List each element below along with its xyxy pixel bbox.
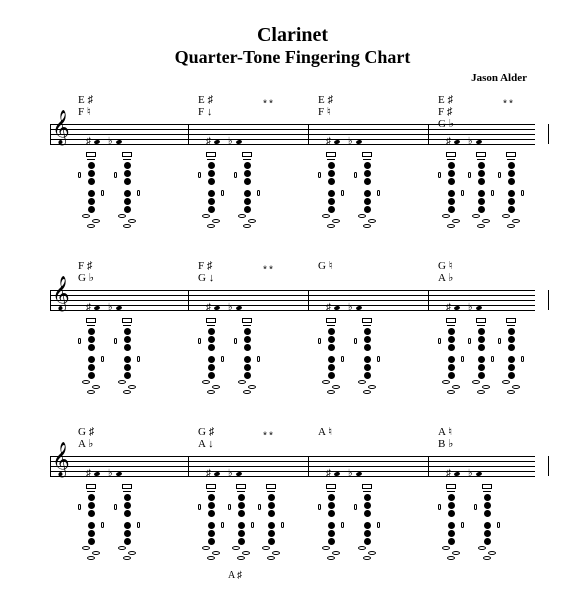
accidental: ♭ [228,468,233,479]
note-label: F ♯G ♭ [78,260,94,284]
accidental: ♯ [86,302,91,313]
note-labels: G ♯A ♭ G ♯A ↓ ** A ♮ A ♮B ♭ [50,426,535,450]
fingering-column [238,152,256,229]
accidental: ♭ [228,136,233,147]
fingerings: A ♯ [50,484,535,574]
fingerings [50,152,535,242]
accidental: ♯ [326,468,331,479]
fingering-column [478,484,496,561]
fingering-column [202,152,220,229]
accidental: ♯ [206,302,211,313]
note-label: G ♮A ♭ [438,260,453,284]
fingering-column [442,152,460,229]
alternate-marker: ** [262,432,274,443]
alternate-marker: ** [502,100,514,111]
fingering-column [232,484,250,561]
fingering-column [202,318,220,395]
note-label: F ♯G ↓ [198,260,214,284]
accidental: ♭ [348,468,353,479]
fingering-column [472,152,490,229]
fingering-column [472,318,490,395]
alternate-marker: ** [262,100,274,111]
accidental: ♭ [348,136,353,147]
accidental: ♭ [468,302,473,313]
chart-row: E ♯F ♮E ♯F ↓**E ♯F ♮E ♯F ♯G ♭**𝄞♯♭♯♭♯♭♯♭ [50,94,535,242]
note-label: E ♯F ♮ [318,94,333,118]
title-line2: Quarter-Tone Fingering Chart [50,47,535,68]
accidental: ♭ [108,468,113,479]
fingering-column [238,318,256,395]
accidental: ♯ [446,468,451,479]
staff: 𝄞 ♯ ♭ ♯ ♭ ♯ ♭ ♯ ♭ [50,120,535,148]
accidental: ♯ [206,136,211,147]
fingering-column [118,318,136,395]
chart-row: G ♯A ♭ G ♯A ↓ ** A ♮ A ♮B ♭ 𝄞 ♯ ♭ ♯ ♭ ♯ ♭ ♯ ♭ A ♯ [50,426,535,574]
bottom-annotation: A ♯ [228,570,242,581]
accidental: ♯ [326,136,331,147]
fingerings [50,318,535,408]
accidental: ♯ [86,468,91,479]
fingering-column [358,318,376,395]
treble-clef: 𝄞 [52,118,70,138]
fingering-column [358,484,376,561]
fingering-column [322,318,340,395]
chart-row: F ♯G ♭ F ♯G ↓ ** G ♮ G ♮A ♭ 𝄞 ♯ ♭ ♯ ♭ ♯ ♭ ♯ ♭ [50,260,535,408]
chart-rows: E ♯F ♮E ♯F ↓**E ♯F ♮E ♯F ♯G ♭**𝄞♯♭♯♭♯♭♯♭… [50,94,535,574]
accidental: ♯ [86,136,91,147]
fingering-column [322,152,340,229]
accidental: ♭ [108,136,113,147]
accidental: ♭ [468,468,473,479]
alternate-marker: ** [262,266,274,277]
accidental: ♭ [108,302,113,313]
staff: 𝄞 ♯ ♭ ♯ ♭ ♯ ♭ ♯ ♭ [50,452,535,480]
note-label: G ♮ [318,260,333,272]
fingering-column [322,484,340,561]
accidental: ♯ [446,136,451,147]
staff: 𝄞 ♯ ♭ ♯ ♭ ♯ ♭ ♯ ♭ [50,286,535,314]
author: Jason Alder [50,72,527,84]
note-label: E ♯F ↓ [198,94,213,118]
accidental: ♭ [348,302,353,313]
note-labels: E ♯F ♮E ♯F ↓**E ♯F ♮E ♯F ♯G ♭** [50,94,535,118]
note-label: A ♮ [318,426,332,438]
fingering-column [442,484,460,561]
fingering-column [82,318,100,395]
accidental: ♭ [228,302,233,313]
note-labels: F ♯G ♭ F ♯G ↓ ** G ♮ G ♮A ♭ [50,260,535,284]
fingering-column [358,152,376,229]
note-label: E ♯F ♮ [78,94,93,118]
note-label: G ♯A ♭ [78,426,94,450]
fingering-column [442,318,460,395]
fingering-column [202,484,220,561]
accidental: ♯ [206,468,211,479]
title-line1: Clarinet [50,24,535,47]
accidental: ♯ [446,302,451,313]
treble-clef: 𝄞 [52,450,70,470]
note-label: G ♯A ↓ [198,426,214,450]
treble-clef: 𝄞 [52,284,70,304]
fingering-column [82,152,100,229]
fingering-column [118,152,136,229]
accidental: ♯ [326,302,331,313]
fingering-column [118,484,136,561]
note-label: A ♮B ♭ [438,426,453,450]
fingering-column [502,318,520,395]
fingering-column [262,484,280,561]
title-block: Clarinet Quarter-Tone Fingering Chart [50,24,535,68]
fingering-column [82,484,100,561]
accidental: ♭ [468,136,473,147]
fingering-column [502,152,520,229]
